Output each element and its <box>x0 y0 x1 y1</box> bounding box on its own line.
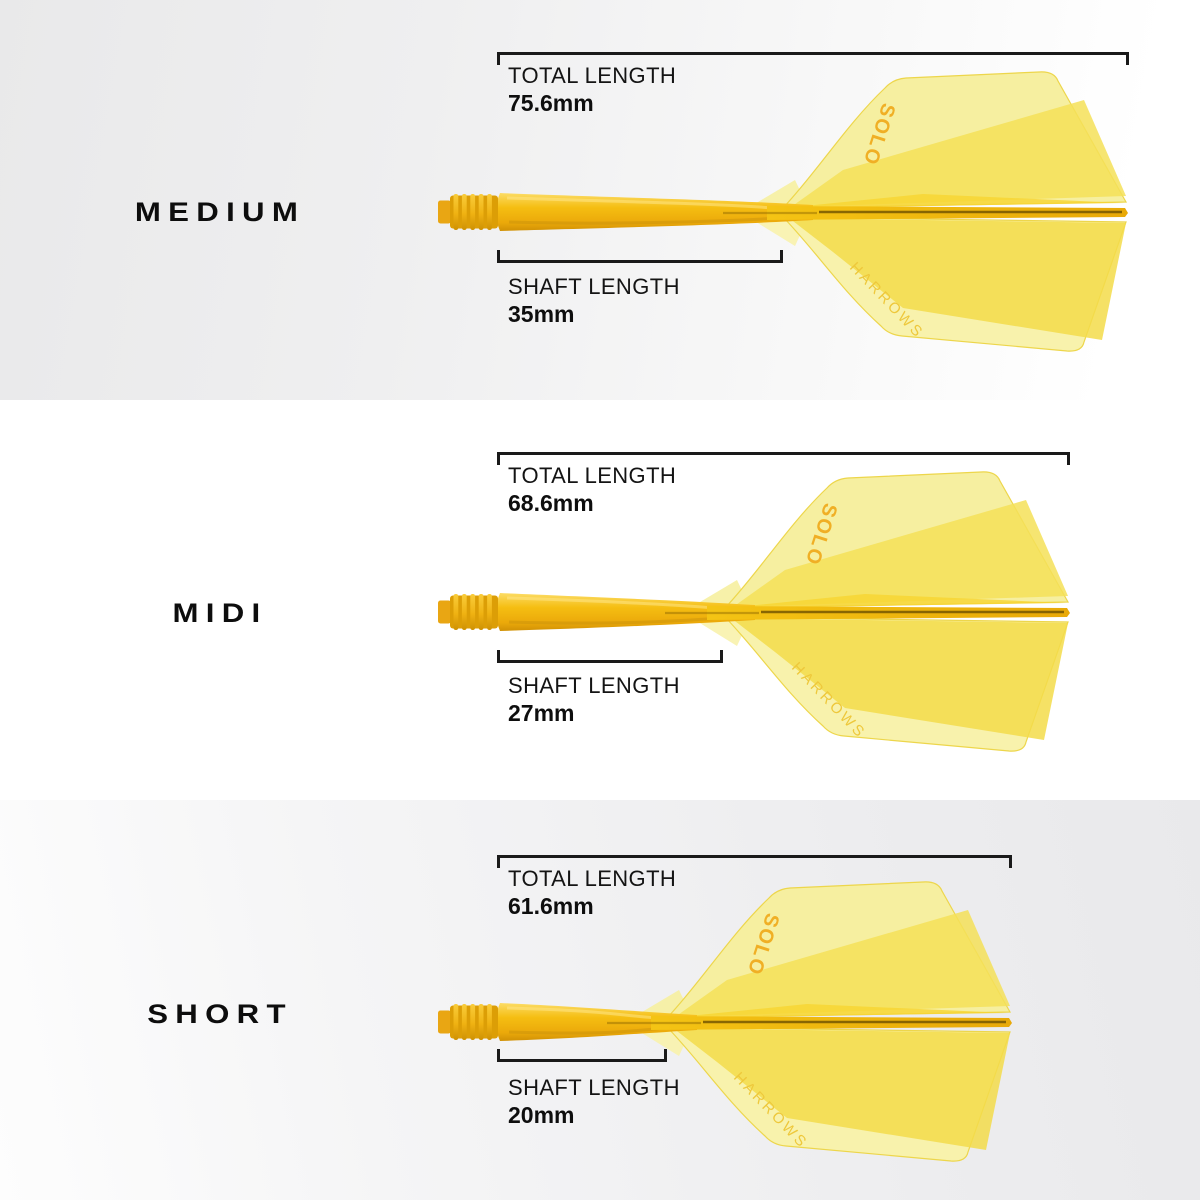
shaft-length-value: 35mm <box>508 301 575 327</box>
total-length-value: 68.6mm <box>508 490 594 516</box>
dart-graphic: SOLO HARROWS <box>438 881 1012 1162</box>
total-length-dimension: TOTAL LENGTH 75.6mm <box>508 62 676 117</box>
dart-point-stub <box>438 200 451 224</box>
dart-spine <box>723 206 1128 220</box>
dart-thread <box>438 594 498 630</box>
shaft-length-bracket <box>497 650 723 663</box>
size-label-short: SHORT <box>147 999 293 1030</box>
shaft-length-label: SHAFT LENGTH <box>508 1075 680 1100</box>
dart-graphic: SOLO HARROWS <box>438 71 1128 352</box>
total-length-label: TOTAL LENGTH <box>508 463 677 488</box>
dart-spine <box>607 1016 1012 1030</box>
size-section-midi: MIDI SOLO HARROWS <box>0 400 1200 800</box>
shaft-length-dimension: SHAFT LENGTH 20mm <box>508 1074 680 1129</box>
total-length-label: TOTAL LENGTH <box>508 63 677 88</box>
shaft-length-label: SHAFT LENGTH <box>508 274 680 299</box>
shaft-length-value: 20mm <box>508 1102 575 1128</box>
shaft-length-label: SHAFT LENGTH <box>508 673 680 698</box>
dart-flight: SOLO HARROWS <box>637 881 1012 1162</box>
shaft-length-dimension: SHAFT LENGTH 27mm <box>508 672 680 727</box>
total-length-label: TOTAL LENGTH <box>508 866 677 891</box>
dart-flight: SOLO HARROWS <box>695 471 1070 752</box>
dart-graphic-midi: SOLO HARROWS <box>437 442 1147 782</box>
shaft-length-dimension: SHAFT LENGTH 35mm <box>508 273 680 328</box>
shaft-length-value: 27mm <box>508 700 575 726</box>
total-length-bracket <box>497 452 1070 465</box>
shaft-length-bracket <box>497 1049 667 1062</box>
dart-point-stub <box>438 600 451 624</box>
size-section-medium: MEDIUM SOLO HARROWS <box>0 0 1200 400</box>
size-section-short: SHORT SOLO HARROWS <box>0 800 1200 1200</box>
size-label-midi: MIDI <box>172 598 268 629</box>
total-length-bracket <box>497 52 1129 65</box>
dart-spine <box>665 606 1070 620</box>
total-length-dimension: TOTAL LENGTH 68.6mm <box>508 462 676 517</box>
total-length-bracket <box>497 855 1012 868</box>
total-length-value: 61.6mm <box>508 893 594 919</box>
dart-graphic-short: SOLO HARROWS <box>437 852 1147 1192</box>
size-label-medium: MEDIUM <box>134 197 306 228</box>
dart-point-stub <box>438 1010 451 1034</box>
dart-thread <box>438 1004 498 1040</box>
dart-graphic-medium: SOLO HARROWS <box>437 42 1147 382</box>
shaft-length-bracket <box>497 250 783 263</box>
total-length-dimension: TOTAL LENGTH 61.6mm <box>508 865 676 920</box>
dart-graphic: SOLO HARROWS <box>438 471 1070 752</box>
dart-thread <box>438 194 498 230</box>
dart-flight: SOLO HARROWS <box>753 71 1128 352</box>
total-length-value: 75.6mm <box>508 90 594 116</box>
